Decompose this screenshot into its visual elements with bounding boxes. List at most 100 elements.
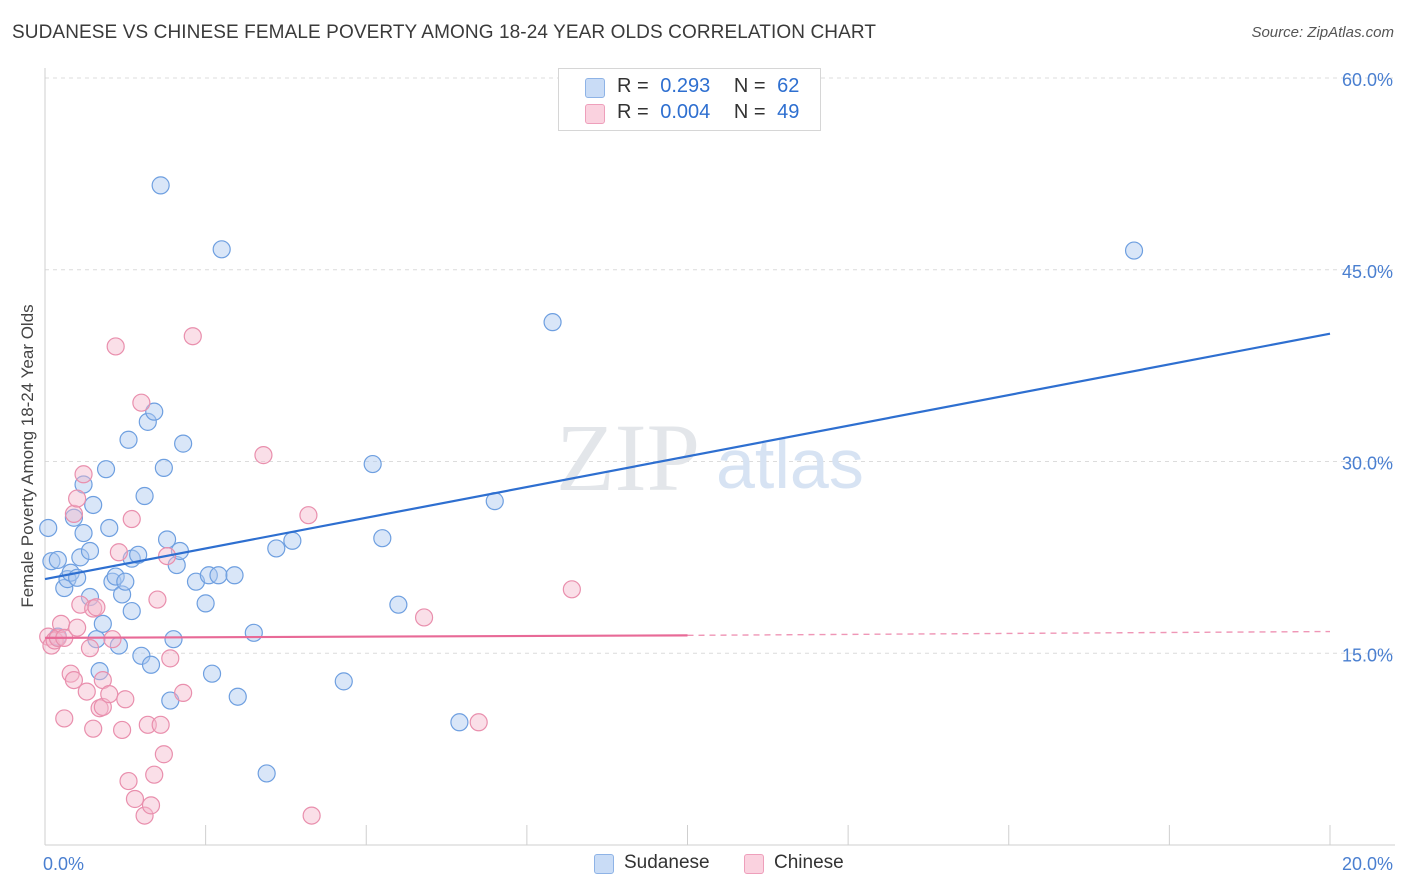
legend-n-label: N = xyxy=(733,75,766,97)
point-sudanese xyxy=(334,672,353,691)
x-tick-label: 0.0% xyxy=(43,854,84,874)
legend-r-label: R = xyxy=(617,75,649,97)
point-chinese xyxy=(64,670,84,690)
point-chinese xyxy=(112,720,132,740)
point-sudanese xyxy=(100,518,119,538)
watermark: ZIP atlas xyxy=(556,404,864,511)
point-chinese xyxy=(148,590,167,609)
point-chinese xyxy=(302,806,321,825)
point-sudanese xyxy=(212,240,231,259)
bottom-legend-swatch-chinese xyxy=(744,854,764,874)
point-chinese xyxy=(119,771,138,791)
point-sudanese xyxy=(199,566,218,585)
point-chinese xyxy=(116,690,135,709)
point-sudanese xyxy=(39,518,58,538)
point-chinese xyxy=(154,745,173,764)
legend-r-label: R = xyxy=(617,101,649,123)
point-sudanese xyxy=(209,566,228,585)
point-chinese xyxy=(74,465,93,484)
point-sudanese xyxy=(257,764,276,783)
point-chinese xyxy=(125,789,145,809)
point-sudanese xyxy=(119,430,138,449)
point-chinese xyxy=(106,337,125,356)
axes xyxy=(44,68,1395,846)
point-chinese xyxy=(414,608,434,627)
point-sudanese xyxy=(106,567,125,586)
series-chinese-points xyxy=(39,327,581,825)
point-chinese xyxy=(68,489,87,508)
y-tick-label: 30.0% xyxy=(1342,454,1393,474)
point-chinese xyxy=(469,713,488,732)
legend-r-value-chinese: 0.004 xyxy=(660,101,711,123)
point-sudanese xyxy=(135,486,154,506)
point-sudanese xyxy=(267,539,286,558)
chart-title: SUDANESE VS CHINESE FEMALE POVERTY AMONG… xyxy=(12,22,877,43)
point-chinese xyxy=(141,796,161,815)
point-sudanese xyxy=(225,566,244,585)
point-chinese xyxy=(64,504,84,524)
point-sudanese xyxy=(389,595,408,614)
point-sudanese xyxy=(141,655,161,674)
point-chinese xyxy=(68,618,87,637)
point-chinese xyxy=(109,543,128,562)
point-chinese xyxy=(161,649,180,668)
legend-swatch-chinese xyxy=(585,104,605,124)
point-chinese xyxy=(151,715,170,734)
grid-lines xyxy=(45,77,1395,654)
point-sudanese xyxy=(151,176,170,195)
point-sudanese xyxy=(103,572,122,591)
point-chinese xyxy=(132,393,151,412)
point-sudanese xyxy=(228,687,247,706)
tick-labels: 15.0% 30.0% 45.0% 60.0% 0.0% 20.0% xyxy=(43,70,1393,874)
legend-swatch-sudanese xyxy=(585,78,605,98)
point-sudanese xyxy=(154,458,173,477)
trend-line-chinese xyxy=(44,634,688,640)
point-sudanese xyxy=(71,548,90,567)
trend-line-sudanese xyxy=(44,332,1331,581)
point-sudanese xyxy=(122,601,141,621)
point-sudanese xyxy=(363,454,382,474)
point-sudanese xyxy=(244,623,263,642)
bottom-legend-swatch-sudanese xyxy=(594,854,614,874)
point-chinese xyxy=(174,683,193,702)
point-sudanese xyxy=(202,664,222,683)
point-sudanese xyxy=(42,552,61,571)
x-tick-label: 20.0% xyxy=(1342,854,1393,874)
point-sudanese xyxy=(87,630,106,649)
watermark-atlas: atlas xyxy=(716,425,864,503)
point-chinese xyxy=(183,327,202,346)
point-sudanese xyxy=(283,531,302,550)
point-sudanese xyxy=(80,587,100,607)
point-chinese xyxy=(55,709,74,728)
point-sudanese xyxy=(74,523,93,543)
point-chinese xyxy=(84,719,103,738)
trend-line-chinese-extension xyxy=(687,630,1331,637)
point-sudanese xyxy=(145,402,164,421)
point-sudanese xyxy=(93,614,112,633)
source-credit: Source: ZipAtlas.com xyxy=(1251,24,1394,41)
correlation-legend: R = 0.293 N = 62 R = 0.004 N = 49 xyxy=(558,68,821,131)
point-sudanese xyxy=(164,630,183,649)
trend-lines xyxy=(44,332,1331,640)
point-chinese xyxy=(299,506,318,525)
point-sudanese xyxy=(450,713,469,732)
point-chinese xyxy=(562,580,581,599)
point-sudanese xyxy=(1124,241,1144,260)
point-chinese xyxy=(138,715,157,734)
point-sudanese xyxy=(96,460,116,479)
point-sudanese xyxy=(373,529,392,548)
point-chinese xyxy=(145,765,164,784)
y-tick-label: 15.0% xyxy=(1342,645,1393,665)
point-sudanese xyxy=(138,412,157,431)
point-sudanese xyxy=(116,572,135,591)
bottom-legend-label-chinese: Chinese xyxy=(774,852,844,873)
legend-n-value-sudanese: 62 xyxy=(777,75,800,97)
series-sudanese-points xyxy=(39,176,1144,783)
legend-r-value-sudanese: 0.293 xyxy=(660,75,711,97)
y-tick-label: 60.0% xyxy=(1342,70,1393,90)
point-chinese xyxy=(100,685,119,704)
point-sudanese xyxy=(174,434,193,453)
point-chinese xyxy=(135,806,154,825)
point-sudanese xyxy=(196,594,215,613)
